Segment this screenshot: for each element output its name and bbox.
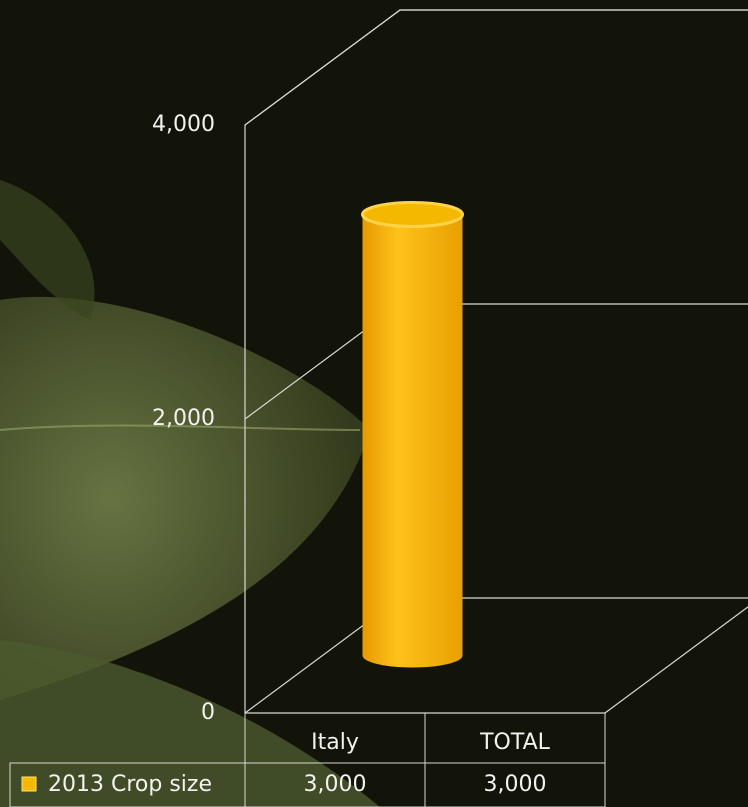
bar-top — [363, 203, 463, 227]
grid-line — [245, 598, 748, 713]
legend-label: 2013 Crop size — [48, 772, 212, 797]
data-label: 3,000 — [484, 772, 547, 797]
chart: 0 2,000 4,000 Italy TOTAL 2013 Crop size 3,00… — [0, 0, 748, 807]
bar — [363, 215, 463, 668]
x-tick-label: TOTAL — [479, 730, 551, 755]
y-tick-label: 2,000 — [152, 406, 215, 431]
floor-frame — [245, 607, 748, 713]
y-tick-label: 0 — [201, 700, 215, 725]
data-label: 3,000 — [304, 772, 367, 797]
page: 0 2,000 4,000 Italy TOTAL 2013 Crop size 3,00… — [0, 0, 748, 807]
y-tick-label: 4,000 — [152, 112, 215, 137]
wall-frame — [245, 10, 748, 713]
x-tick-label: Italy — [311, 730, 359, 755]
legend-key — [22, 777, 36, 791]
bars — [363, 203, 463, 668]
grid-line — [245, 10, 748, 125]
